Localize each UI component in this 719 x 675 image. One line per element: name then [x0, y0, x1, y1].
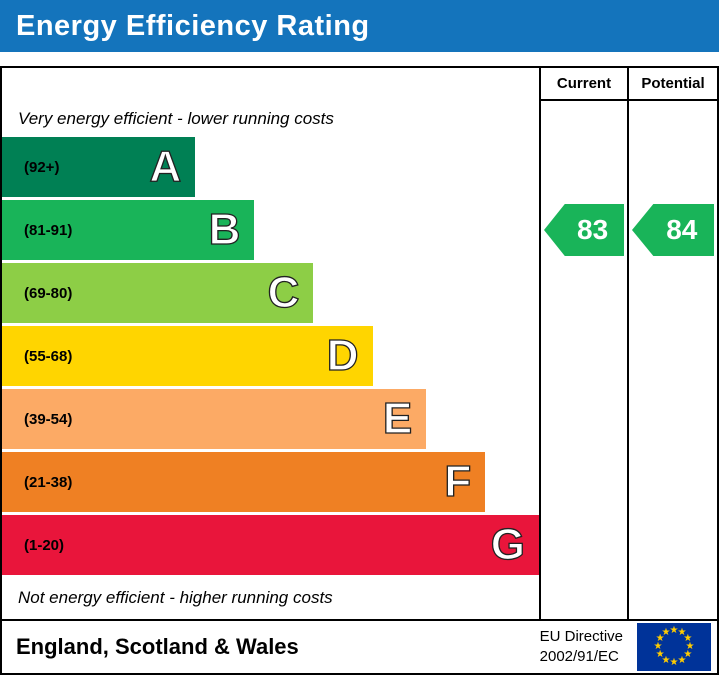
eu-flag-star: ★ — [655, 649, 665, 660]
band-b: (81-91) B — [2, 200, 255, 260]
band-a-letter: A — [149, 142, 182, 191]
band-a-range: (92+) — [24, 158, 60, 176]
band-f-range: (21-38) — [24, 473, 73, 491]
footer-region-label: England, Scotland & Wales — [16, 634, 299, 659]
eu-flag-star: ★ — [677, 654, 687, 666]
table-footer-row: England, Scotland & Wales EU Directive 2… — [2, 619, 717, 673]
band-e-range: (39-54) — [24, 410, 73, 428]
eu-flag-star: ★ — [685, 641, 695, 652]
caption-bottom: Not energy efficient - higher running co… — [18, 588, 333, 607]
band-e-letter: E — [382, 394, 413, 443]
band-d-range: (55-68) — [24, 347, 73, 365]
eu-flag-star: ★ — [669, 625, 679, 636]
band-e: (39-54) E — [2, 389, 427, 449]
eu-flag-star: ★ — [677, 627, 687, 639]
potential-rating-arrow: 84 — [632, 204, 714, 256]
band-g-range: (1-20) — [24, 536, 65, 554]
band-f-letter: F — [444, 457, 472, 506]
band-a: (92+) A — [2, 137, 196, 197]
eu-directive-label: EU Directive 2002/91/EC — [540, 627, 623, 668]
eu-flag-star: ★ — [661, 627, 671, 639]
potential-column-header: Potential — [627, 68, 717, 101]
band-d: (55-68) D — [2, 326, 373, 386]
eu-flag-star: ★ — [683, 633, 693, 644]
potential-column: 84 — [627, 101, 717, 619]
band-c: (69-80) C — [2, 263, 314, 323]
eu-directive-line2: 2002/91/EC — [539, 648, 619, 665]
eu-flag-star: ★ — [655, 633, 665, 644]
band-c-range: (69-80) — [24, 284, 73, 302]
current-rating-arrow: 83 — [544, 204, 624, 256]
eu-flag-star: ★ — [683, 649, 693, 660]
band-c-letter: C — [267, 268, 300, 317]
header-spacer — [2, 68, 539, 101]
band-f: (21-38) F — [2, 452, 486, 512]
eu-flag-star: ★ — [653, 641, 663, 652]
page-title: Energy Efficiency Rating — [16, 9, 370, 42]
caption-top: Very energy efficient - lower running co… — [18, 109, 334, 128]
current-column-header: Current — [539, 68, 627, 101]
band-g-letter: G — [490, 520, 526, 569]
table-header-row: Current Potential — [2, 68, 717, 101]
eu-flag-star: ★ — [661, 654, 671, 666]
band-b-range: (81-91) — [24, 221, 73, 239]
table-body: Very energy efficient - lower running co… — [2, 101, 717, 619]
eu-directive-line1: EU Directive — [539, 627, 623, 645]
current-rating-value: 83 — [577, 214, 609, 245]
eu-flag-icon: ★ ★ ★ ★ ★ ★ ★ ★ ★ ★ ★ ★ — [637, 623, 711, 671]
current-column: 83 — [539, 101, 627, 619]
band-d-letter: D — [326, 331, 359, 380]
rating-table: Current Potential Very energy efficient … — [0, 66, 719, 675]
title-banner: Energy Efficiency Rating — [0, 0, 719, 52]
eu-flag-star: ★ — [669, 657, 679, 668]
band-area: Very energy efficient - lower running co… — [2, 101, 539, 619]
band-g: (1-20) G — [2, 515, 539, 575]
potential-rating-value: 84 — [666, 214, 698, 245]
band-b-letter: B — [208, 205, 241, 254]
